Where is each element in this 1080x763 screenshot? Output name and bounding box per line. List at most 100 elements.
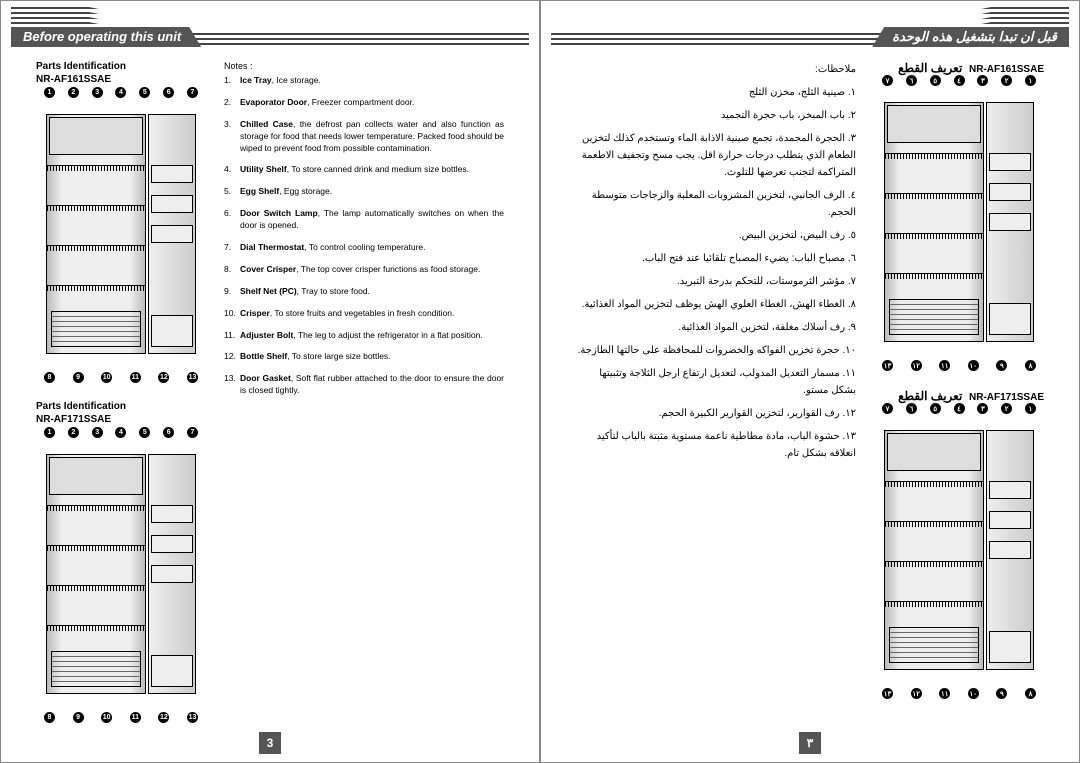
callout-dot: ١٣	[882, 360, 893, 371]
note-item-ar: ١٣. حشوة الباب، مادة مطاطية ناعمة مستوية…	[576, 428, 856, 462]
callout-dot: ٩	[996, 360, 1007, 371]
note-item: 5.Egg Shelf, Egg storage.	[224, 186, 504, 198]
left-page: Before operating this unit Parts Identif…	[0, 0, 540, 763]
callout-dot: ٦	[906, 75, 917, 86]
note-item: 10.Crisper, To store fruits and vegetabl…	[224, 308, 504, 320]
callout-dot: 3	[92, 87, 103, 98]
note-item: 8.Cover Crisper, The top cover crisper f…	[224, 264, 504, 276]
note-item: 4.Utility Shelf, To store canned drink a…	[224, 164, 504, 176]
diagram-column: Parts Identification NR-AF161SSAE 123456…	[36, 61, 206, 723]
note-item-ar: ٤. الرف الجانبي، لتخزين المشروبات المعلب…	[576, 187, 856, 221]
note-item-ar: ١٠. حجرة تخزين الفواكه والخضروات للمحافظ…	[576, 342, 856, 359]
header-title-right: قبل ان تبدا بتشغيل هذه الوحدة	[872, 27, 1069, 47]
header-bar-right: قبل ان تبدا بتشغيل هذه الوحدة	[541, 33, 1079, 53]
callout-dot: 13	[187, 712, 198, 723]
note-item-ar: ١٢. رف القوارير، لتخزين القوارير الكبيرة…	[576, 405, 856, 422]
fridge-diagram-b	[36, 442, 206, 712]
note-item: 2.Evaporator Door, Freezer compartment d…	[224, 97, 504, 109]
callout-dot: ٥	[930, 403, 941, 414]
notes-column: Notes : 1.Ice Tray, Ice storage. 2.Evapor…	[224, 61, 504, 723]
callout-dot: ٧	[882, 75, 893, 86]
bottom-callouts-a: 8910111213	[36, 372, 206, 383]
callout-dot: 9	[73, 372, 84, 383]
notes-label: Notes :	[224, 61, 504, 71]
notes-column-ar: ملاحظات: ١. صينية الثلج، مخزن الثلج ٢. با…	[576, 61, 856, 699]
note-item: 11.Adjuster Bolt, The leg to adjust the …	[224, 330, 504, 342]
callout-dot: 12	[158, 712, 169, 723]
callout-dot: ٤	[954, 403, 965, 414]
callout-dot: ١٣	[882, 688, 893, 699]
diagram-column-ar: NR-AF161SSAE تعريف القطع ١٢٣٤٥٦٧	[874, 61, 1044, 699]
fridge-diagram-a	[36, 102, 206, 372]
callout-dot: ١١	[939, 688, 950, 699]
callout-dot: 2	[68, 427, 79, 438]
note-item-ar: ٢. باب المبخر، باب حجرة التجميد	[576, 107, 856, 124]
callout-dot: ٦	[906, 403, 917, 414]
callout-dot: ١٢	[911, 360, 922, 371]
callout-dot: ١٠	[968, 360, 979, 371]
callout-dot: ١	[1025, 75, 1036, 86]
callout-dot: ٥	[930, 75, 941, 86]
top-decoration	[11, 7, 529, 25]
top-callouts-ar-a: ١ ٢ ٣ ٤ ٥ ٦ ٧	[874, 75, 1044, 86]
top-callouts-a: 1 2 3 4 5 6 7	[36, 87, 206, 98]
note-item: 12.Bottle Shelf, To store large size bot…	[224, 351, 504, 363]
callout-dot: ٤	[954, 75, 965, 86]
callout-dot: 9	[73, 712, 84, 723]
note-item-ar: ١. صينية الثلج، مخزن الثلج	[576, 84, 856, 101]
header-title-left: Before operating this unit	[11, 27, 201, 47]
bottom-callouts-b: 8 9 10 11 12 13	[36, 712, 206, 723]
callout-dot: 1	[44, 87, 55, 98]
callout-dot: 11	[130, 712, 141, 723]
note-item-ar: ٩. رف أسلاك مغلفة، لتخزين المواد الغذائي…	[576, 319, 856, 336]
top-decoration-r	[551, 7, 1069, 25]
bottom-callouts-ar-a: ٨ ٩ ١٠ ١١ ١٢ ١٣	[874, 360, 1044, 371]
note-item: 1.Ice Tray, Ice storage.	[224, 75, 504, 87]
callout-dot: ١١	[939, 360, 950, 371]
top-callouts-b: 1234567	[36, 427, 206, 438]
page-number-right: ٣	[799, 732, 821, 754]
callout-dot: 7	[187, 87, 198, 98]
header-bar-left: Before operating this unit	[1, 33, 539, 53]
callout-dot: ٢	[1001, 75, 1012, 86]
callout-dot: 6	[163, 87, 174, 98]
note-item: 3.Chilled Case, the defrost pan collects…	[224, 119, 504, 155]
callout-dot: ٢	[1001, 403, 1012, 414]
parts-id-heading-a: Parts Identification	[36, 61, 206, 72]
callout-dot: 5	[139, 87, 150, 98]
notes-label-ar: ملاحظات:	[576, 61, 856, 78]
bottom-callouts-ar-b: ٨٩١٠١١١٢١٣	[874, 688, 1044, 699]
note-item: 13.Door Gasket, Soft flat rubber attache…	[224, 373, 504, 397]
fridge-diagram-ar-a	[874, 90, 1044, 360]
callout-dot: 11	[130, 372, 141, 383]
callout-dot: ١٠	[968, 688, 979, 699]
callout-dot: 4	[115, 427, 126, 438]
callout-dot: 8	[44, 712, 55, 723]
callout-dot: ١٢	[911, 688, 922, 699]
note-item: 9.Shelf Net (PC), Tray to store food.	[224, 286, 504, 298]
arabic-heading-a: NR-AF161SSAE تعريف القطع	[874, 61, 1044, 75]
callout-dot: 13	[187, 372, 198, 383]
callout-dot: ٩	[996, 688, 1007, 699]
callout-dot: 8	[44, 372, 55, 383]
note-item-ar: ٧. مؤشر الثرموستات، للتحكم بدرجة التبريد…	[576, 273, 856, 290]
callout-dot: 4	[115, 87, 126, 98]
callout-dot: 6	[163, 427, 174, 438]
callout-dot: 7	[187, 427, 198, 438]
callout-dot: ٨	[1025, 360, 1036, 371]
callout-dot: ١	[1025, 403, 1036, 414]
callout-dot: ٣	[977, 403, 988, 414]
top-callouts-ar-b: ١٢٣٤٥٦٧	[874, 403, 1044, 414]
note-item-ar: ٥. رف البيض، لتخزين البيض.	[576, 227, 856, 244]
callout-dot: 10	[101, 712, 112, 723]
note-item: 6.Door Switch Lamp, The lamp automatical…	[224, 208, 504, 232]
model-a: NR-AF161SSAE	[36, 74, 206, 85]
page-number-left: 3	[259, 732, 281, 754]
note-item: 7.Dial Thermostat, To control cooling te…	[224, 242, 504, 254]
callout-dot: 12	[158, 372, 169, 383]
callout-dot: 5	[139, 427, 150, 438]
fridge-diagram-ar-b	[874, 418, 1044, 688]
callout-dot: 2	[68, 87, 79, 98]
parts-id-heading-b: Parts Identification	[36, 401, 206, 412]
callout-dot: ٣	[977, 75, 988, 86]
